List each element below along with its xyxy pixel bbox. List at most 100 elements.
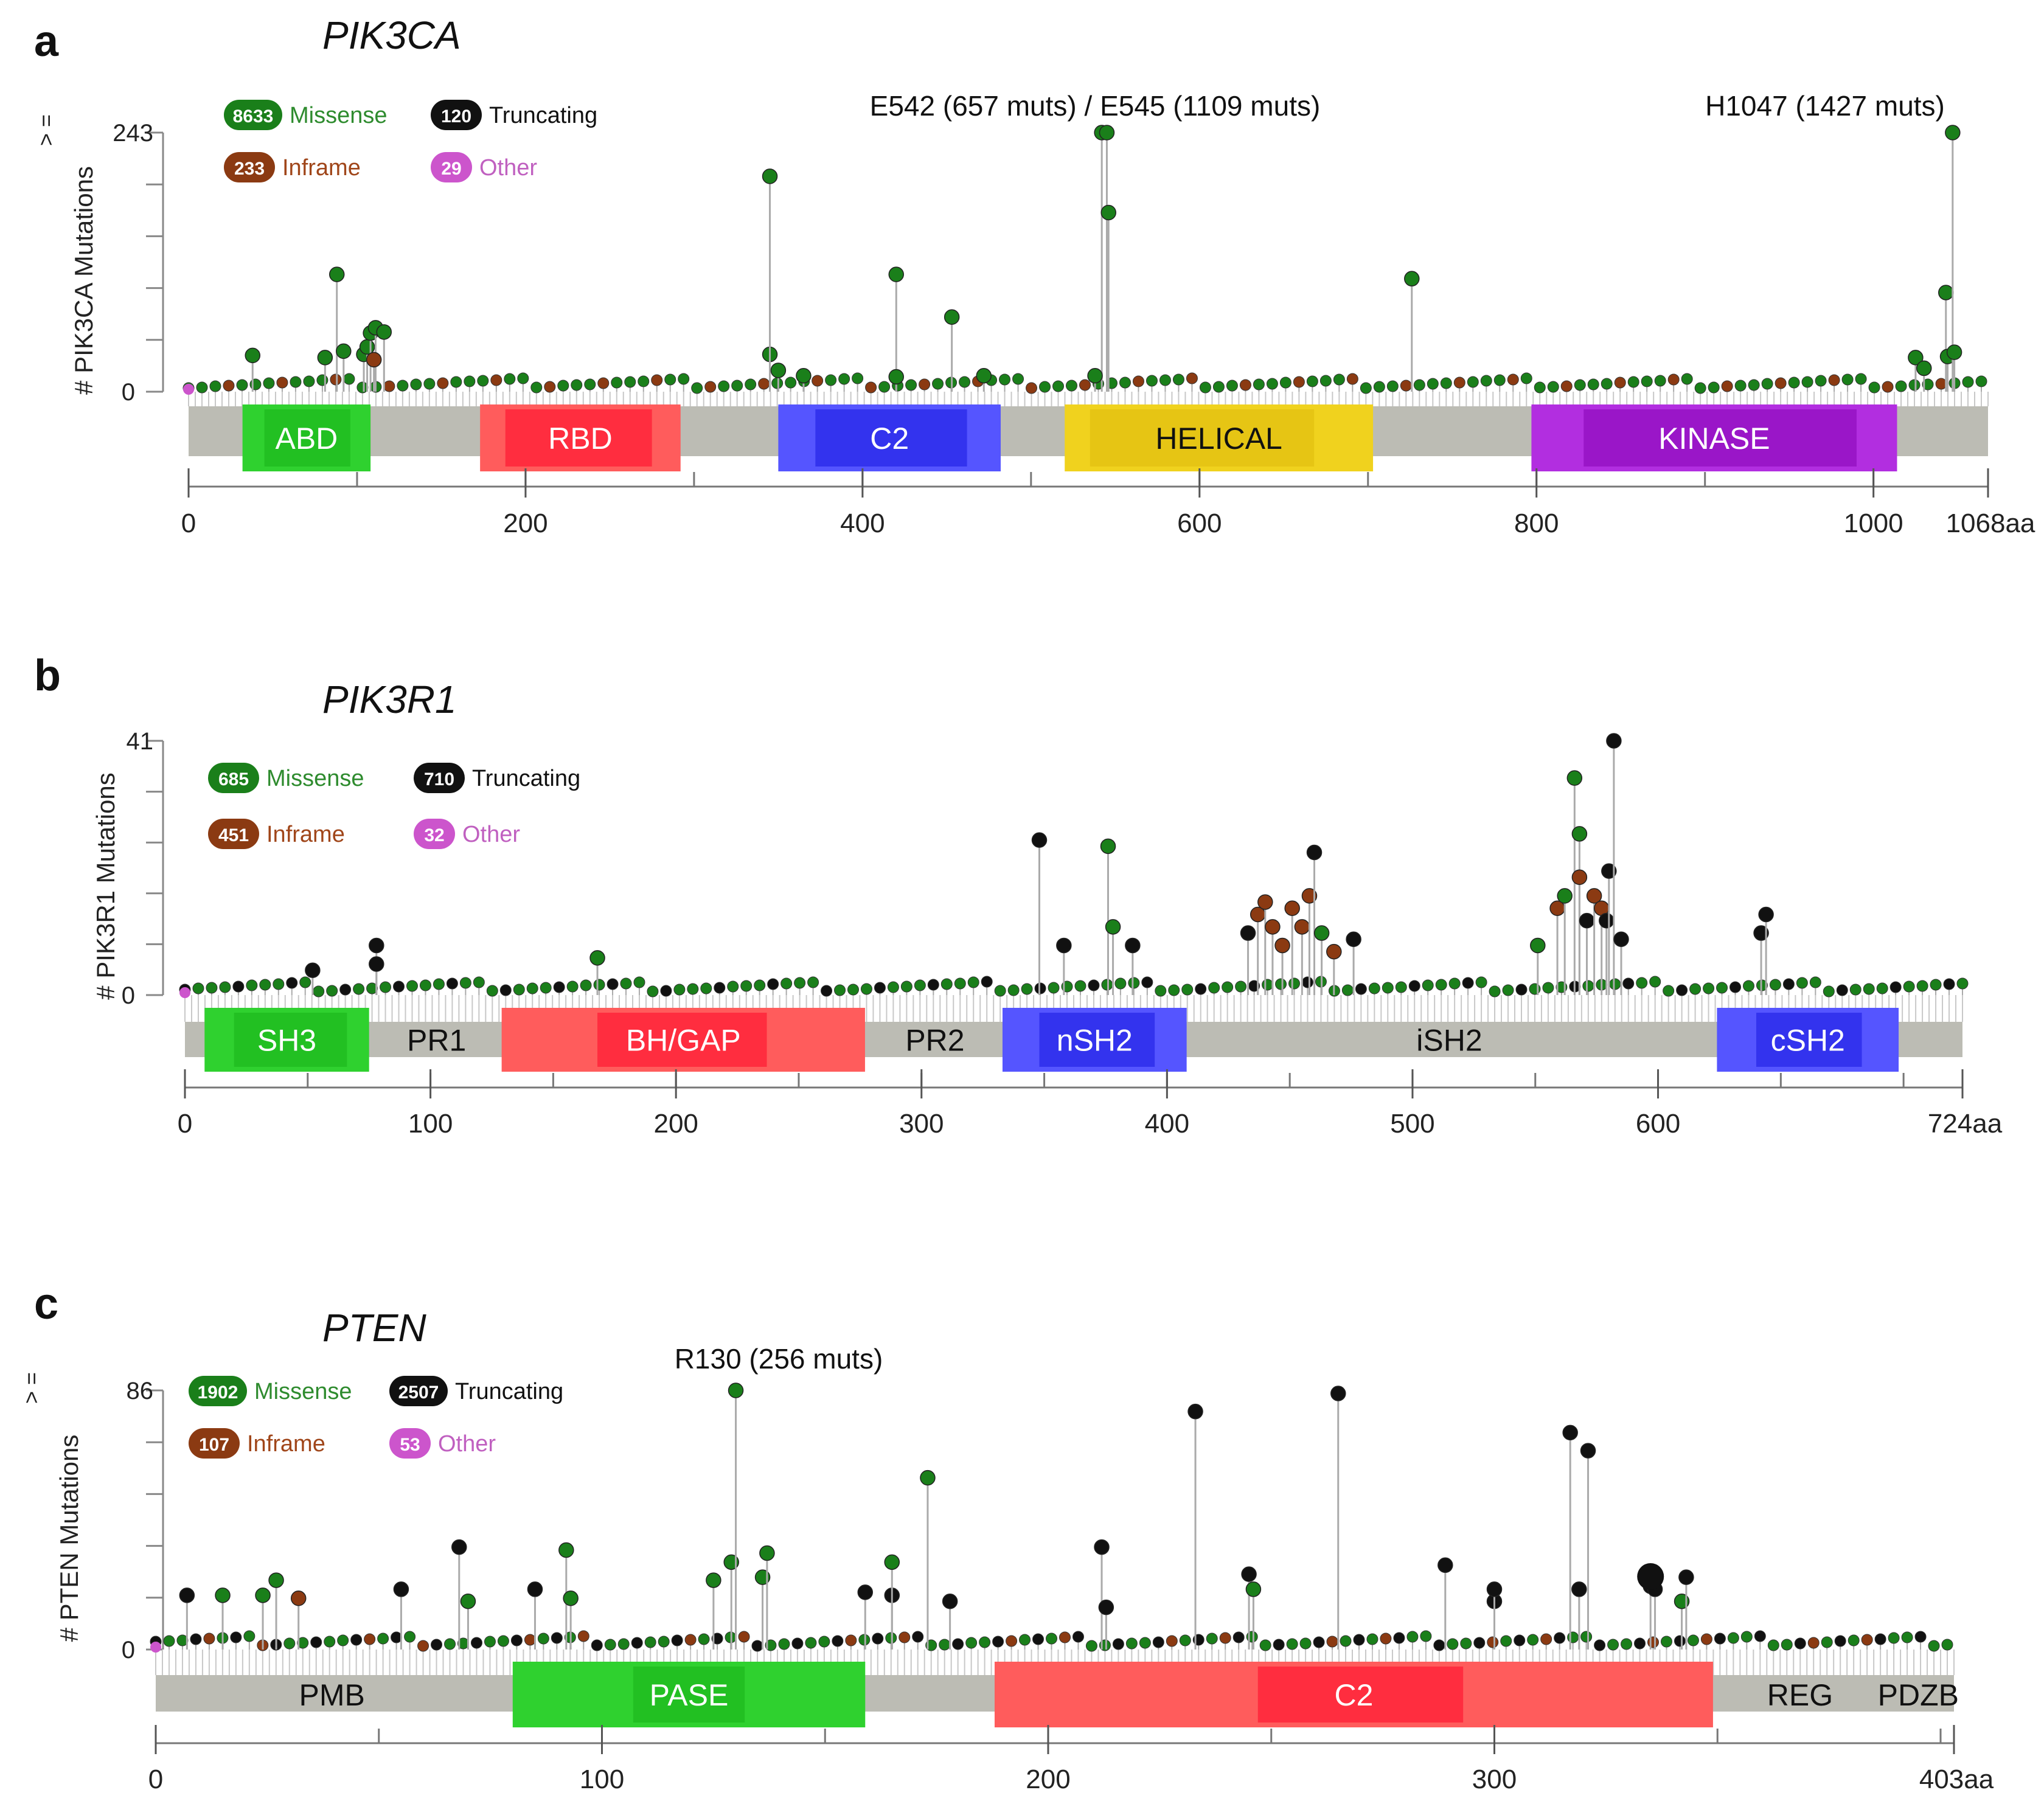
background-dot (954, 977, 966, 990)
background-dot (526, 982, 538, 994)
background-dot (364, 1633, 376, 1645)
background-dot (299, 976, 311, 988)
background-dot (459, 977, 471, 989)
background-dot (899, 1631, 911, 1643)
background-dot (992, 1636, 1004, 1648)
background-dot (1601, 378, 1613, 390)
background-dot (330, 373, 342, 386)
domain-label: C2 (870, 422, 909, 456)
background-dot (504, 373, 516, 385)
legend-badge-truncating (431, 100, 482, 130)
lollipop-head (179, 1587, 195, 1603)
lollipop-head (1265, 919, 1281, 935)
lollipop-head (1580, 1443, 1596, 1459)
background-dot (1554, 1632, 1566, 1644)
background-dot (530, 381, 543, 394)
background-dot (745, 378, 757, 390)
background-dot (1676, 984, 1688, 996)
lollipop-head (305, 962, 321, 978)
lollipop-head (1125, 937, 1141, 954)
background-dot (1649, 976, 1661, 988)
background-dot (517, 372, 529, 384)
background-dot (540, 982, 552, 994)
background-dot (1922, 378, 1934, 390)
background-dot (1901, 1631, 1913, 1643)
lollipop-head (857, 1584, 874, 1600)
annotation-label: E542 (657 muts) / E545 (1109 muts) (870, 90, 1321, 122)
background-dot (1823, 985, 1835, 997)
background-dot (1048, 982, 1060, 994)
background-dot (1627, 376, 1639, 388)
lollipop-head (1294, 919, 1310, 935)
background-dot (847, 984, 859, 996)
background-dot (1034, 982, 1046, 994)
y-bottom-label: 0 (122, 1637, 135, 1664)
background-dot (1794, 1637, 1806, 1650)
background-dot (818, 1636, 830, 1648)
background-dot (604, 1639, 616, 1651)
background-dot (310, 1636, 322, 1648)
background-dot (1301, 976, 1313, 988)
background-dot (393, 980, 405, 993)
background-dot (176, 1634, 189, 1646)
lollipop-head (328, 266, 345, 282)
lollipop-head (1245, 1581, 1262, 1597)
lollipop-head (1562, 1424, 1578, 1441)
background-dot (812, 375, 824, 387)
legend-badge-truncating (389, 1376, 448, 1406)
background-dot (283, 1637, 296, 1650)
background-dot (419, 979, 431, 991)
background-dot (273, 978, 285, 990)
background-dot (1395, 981, 1407, 993)
background-dot (731, 380, 743, 392)
background-dot (852, 372, 864, 384)
domain-core (1756, 1013, 1862, 1067)
background-dot (524, 1634, 536, 1646)
background-dot (1788, 376, 1800, 389)
background-dot (1346, 373, 1358, 385)
background-dot (1500, 1635, 1512, 1647)
background-dot (577, 1630, 589, 1642)
background-dot (1141, 976, 1153, 988)
background-dot (1828, 374, 1840, 386)
background-dot (751, 1640, 763, 1652)
background-dot (1235, 980, 1247, 993)
background-dot (1448, 977, 1461, 990)
background-dot (1689, 983, 1702, 995)
lollipop-head (1031, 832, 1048, 848)
background-dot (337, 1634, 349, 1646)
background-dot (1360, 382, 1372, 394)
background-dot (1903, 980, 1915, 993)
lollipop-head (1330, 1386, 1346, 1401)
x-tick-label: 200 (1026, 1764, 1070, 1794)
background-dot (1534, 381, 1546, 394)
background-dot (778, 1638, 790, 1650)
background-dot (484, 1636, 496, 1648)
background-dot (727, 980, 739, 993)
background-dot (1179, 1634, 1191, 1646)
other-dot (183, 384, 194, 395)
lollipop-head (888, 369, 905, 385)
lollipop-head (336, 343, 352, 359)
background-dot (1754, 1630, 1766, 1642)
background-dot (326, 985, 338, 997)
background-dot (1848, 1634, 1860, 1646)
panel-letter: a (34, 17, 59, 66)
background-dot (1836, 984, 1848, 996)
background-dot (1222, 981, 1234, 993)
lollipop-head (1094, 1539, 1110, 1555)
background-dot (1313, 1636, 1325, 1648)
lollipop-head (976, 367, 992, 384)
background-dot (444, 1638, 456, 1650)
x-tick-label: 200 (503, 508, 548, 538)
x-tick-label: 0 (148, 1764, 163, 1794)
background-dot (671, 1634, 683, 1646)
background-dot (1072, 1631, 1084, 1643)
background-dot (919, 378, 931, 390)
x-tick-label: 300 (899, 1109, 944, 1139)
background-dot (431, 1639, 443, 1651)
lollipop-head (706, 1572, 721, 1588)
background-dot (190, 1633, 202, 1645)
